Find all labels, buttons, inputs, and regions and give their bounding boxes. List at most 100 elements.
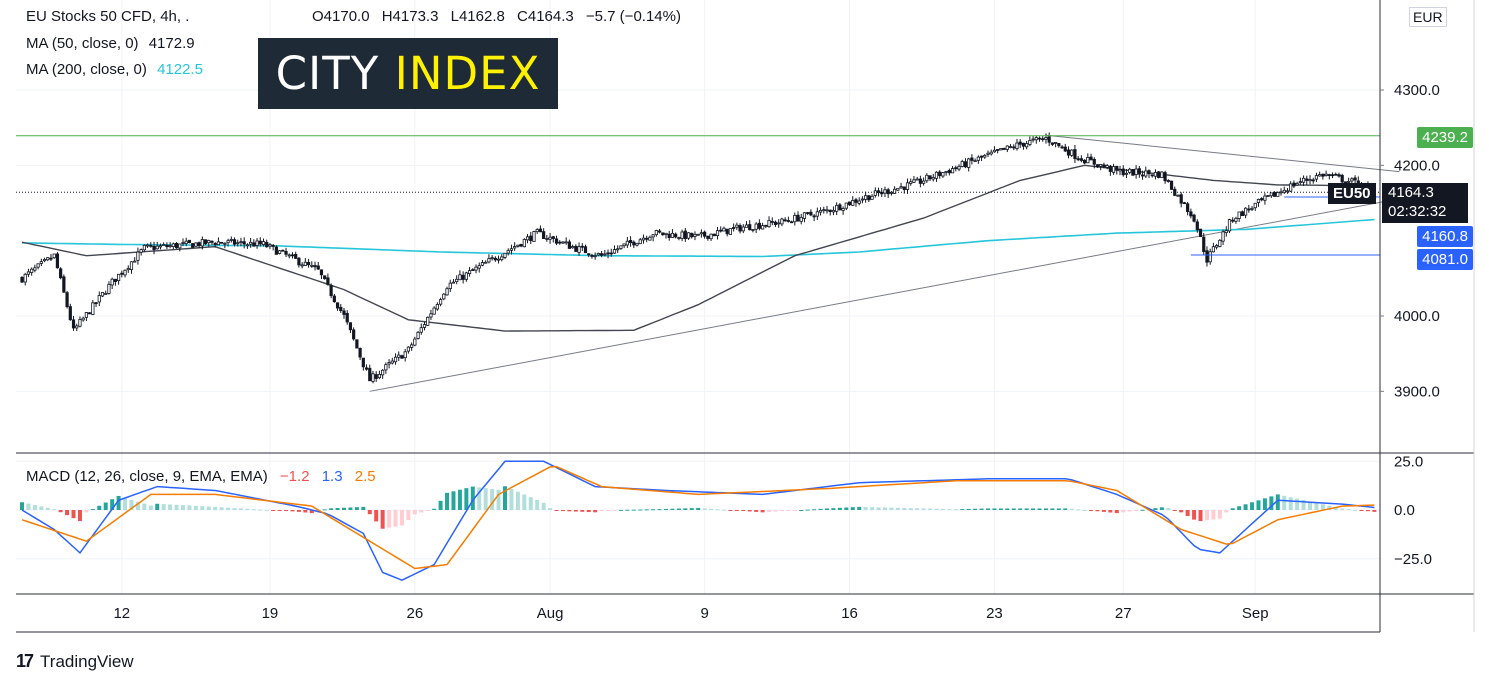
macd-bar-182 — [606, 510, 611, 511]
macd-bar-366 — [1198, 510, 1203, 522]
logo-word-city: CITY — [275, 47, 380, 100]
candle-body-13 — [62, 276, 66, 293]
candle-body-403 — [1318, 174, 1322, 177]
macd-bar-374 — [1224, 510, 1229, 513]
candle-body-47 — [171, 243, 175, 248]
macd-bar-322 — [1056, 508, 1061, 510]
candle-body-180 — [600, 253, 604, 256]
macd-bar-312 — [1024, 508, 1029, 510]
candle-body-315 — [1034, 137, 1038, 141]
candle-body-395 — [1292, 182, 1296, 187]
candle-body-311 — [1021, 142, 1026, 147]
candle-body-5 — [36, 263, 40, 268]
macd-bar-58 — [206, 506, 211, 510]
candle-body-253 — [835, 204, 839, 212]
macd-bar-364 — [1192, 510, 1197, 520]
macd-bar-346 — [1134, 510, 1139, 511]
candle-body-230 — [761, 225, 765, 230]
candle-body-11 — [55, 253, 60, 269]
candle-body-74 — [258, 240, 262, 245]
candle-body-336 — [1102, 164, 1106, 168]
candle-body-108 — [368, 367, 372, 382]
macd-legend[interactable]: MACD (12, 26, close, 9, EMA, EMA) −1.2 1… — [26, 468, 376, 485]
candle-body-132 — [445, 288, 449, 296]
candle-body-275 — [905, 182, 910, 190]
candle-body-155 — [519, 243, 523, 247]
y-tick-3: 3900.0 — [1394, 383, 1440, 400]
candle-body-397 — [1298, 181, 1302, 184]
candle-body-238 — [786, 220, 790, 222]
ma200-legend[interactable]: MA (200, close, 0) 4122.5 — [26, 61, 203, 78]
macd-bar-228 — [754, 510, 759, 512]
macd-bar-252 — [831, 508, 836, 510]
macd-bar-198 — [657, 509, 662, 511]
trendline-1 — [1045, 134, 1400, 173]
macd-bar-164 — [548, 508, 553, 510]
change-value: −5.7 (−0.14%) — [585, 8, 681, 25]
candle-body-121 — [410, 344, 414, 348]
macd-line-value: 1.3 — [321, 468, 343, 485]
candle-body-363 — [1189, 211, 1193, 217]
candle-body-175 — [583, 246, 588, 254]
macd-bar-204 — [676, 508, 681, 510]
candle-body-212 — [703, 231, 707, 237]
symbol-title[interactable]: EU Stocks 50 CFD, 4h, . — [26, 8, 190, 25]
candle-body-106 — [361, 357, 365, 368]
candle-body-405 — [1324, 173, 1328, 177]
candle-body-323 — [1060, 146, 1064, 149]
macd-bar-262 — [863, 507, 868, 510]
candle-body-393 — [1285, 190, 1290, 193]
candle-body-261 — [860, 198, 865, 201]
macd-bar-110 — [374, 510, 379, 522]
macd-bar-106 — [361, 506, 366, 510]
macd-bar-368 — [1204, 510, 1209, 521]
candle-body-25 — [100, 291, 105, 297]
macd-bar-108 — [367, 510, 372, 515]
candle-body-316 — [1037, 137, 1042, 140]
macd-bar-38 — [142, 503, 147, 510]
candle-body-369 — [1208, 251, 1212, 263]
ma50-legend[interactable]: MA (50, close, 0) 4172.9 — [26, 35, 195, 52]
macd-bar-226 — [747, 510, 752, 512]
candle-body-159 — [532, 231, 536, 242]
macd-bar-70 — [245, 508, 250, 510]
candle-body-352 — [1153, 172, 1158, 177]
candle-body-14 — [65, 292, 69, 308]
candle-body-224 — [741, 226, 745, 232]
candle-body-126 — [426, 316, 430, 326]
macd-bar-8 — [45, 507, 50, 510]
currency-button[interactable]: EUR — [1409, 7, 1447, 27]
candle-body-218 — [722, 227, 726, 232]
macd-bar-316 — [1037, 508, 1042, 510]
candle-body-325 — [1066, 149, 1071, 156]
macd-bar-74 — [258, 509, 263, 511]
macd-bar-132 — [445, 492, 450, 510]
candle-body-248 — [818, 209, 823, 213]
candle-body-187 — [622, 243, 626, 247]
tradingview-footer[interactable]: 17 TradingView — [16, 651, 134, 672]
candle-body-384 — [1256, 198, 1261, 203]
macd-bar-302 — [992, 508, 997, 510]
candle-body-309 — [1015, 142, 1019, 149]
candle-body-339 — [1111, 166, 1116, 173]
candle-body-377 — [1234, 217, 1238, 222]
macd-bar-214 — [709, 508, 714, 510]
candle-body-82 — [284, 251, 288, 255]
ma50-label: MA (50, close, 0) — [26, 35, 139, 52]
macd-bar-362 — [1185, 510, 1190, 516]
candle-body-235 — [777, 222, 781, 225]
candle-body-279 — [918, 178, 922, 184]
macd-bar-304 — [998, 508, 1003, 510]
candle-body-191 — [635, 242, 639, 246]
macd-bar-202 — [670, 508, 675, 510]
candle-body-16 — [71, 319, 76, 329]
macd-bar-16 — [71, 510, 76, 519]
candle-body-201 — [667, 233, 671, 238]
macd-bar-50 — [181, 505, 185, 510]
macd-bar-76 — [264, 509, 269, 511]
candle-body-6 — [39, 261, 43, 264]
candle-body-258 — [851, 200, 855, 206]
macd-bar-284 — [934, 508, 939, 510]
candle-body-49 — [178, 243, 182, 249]
